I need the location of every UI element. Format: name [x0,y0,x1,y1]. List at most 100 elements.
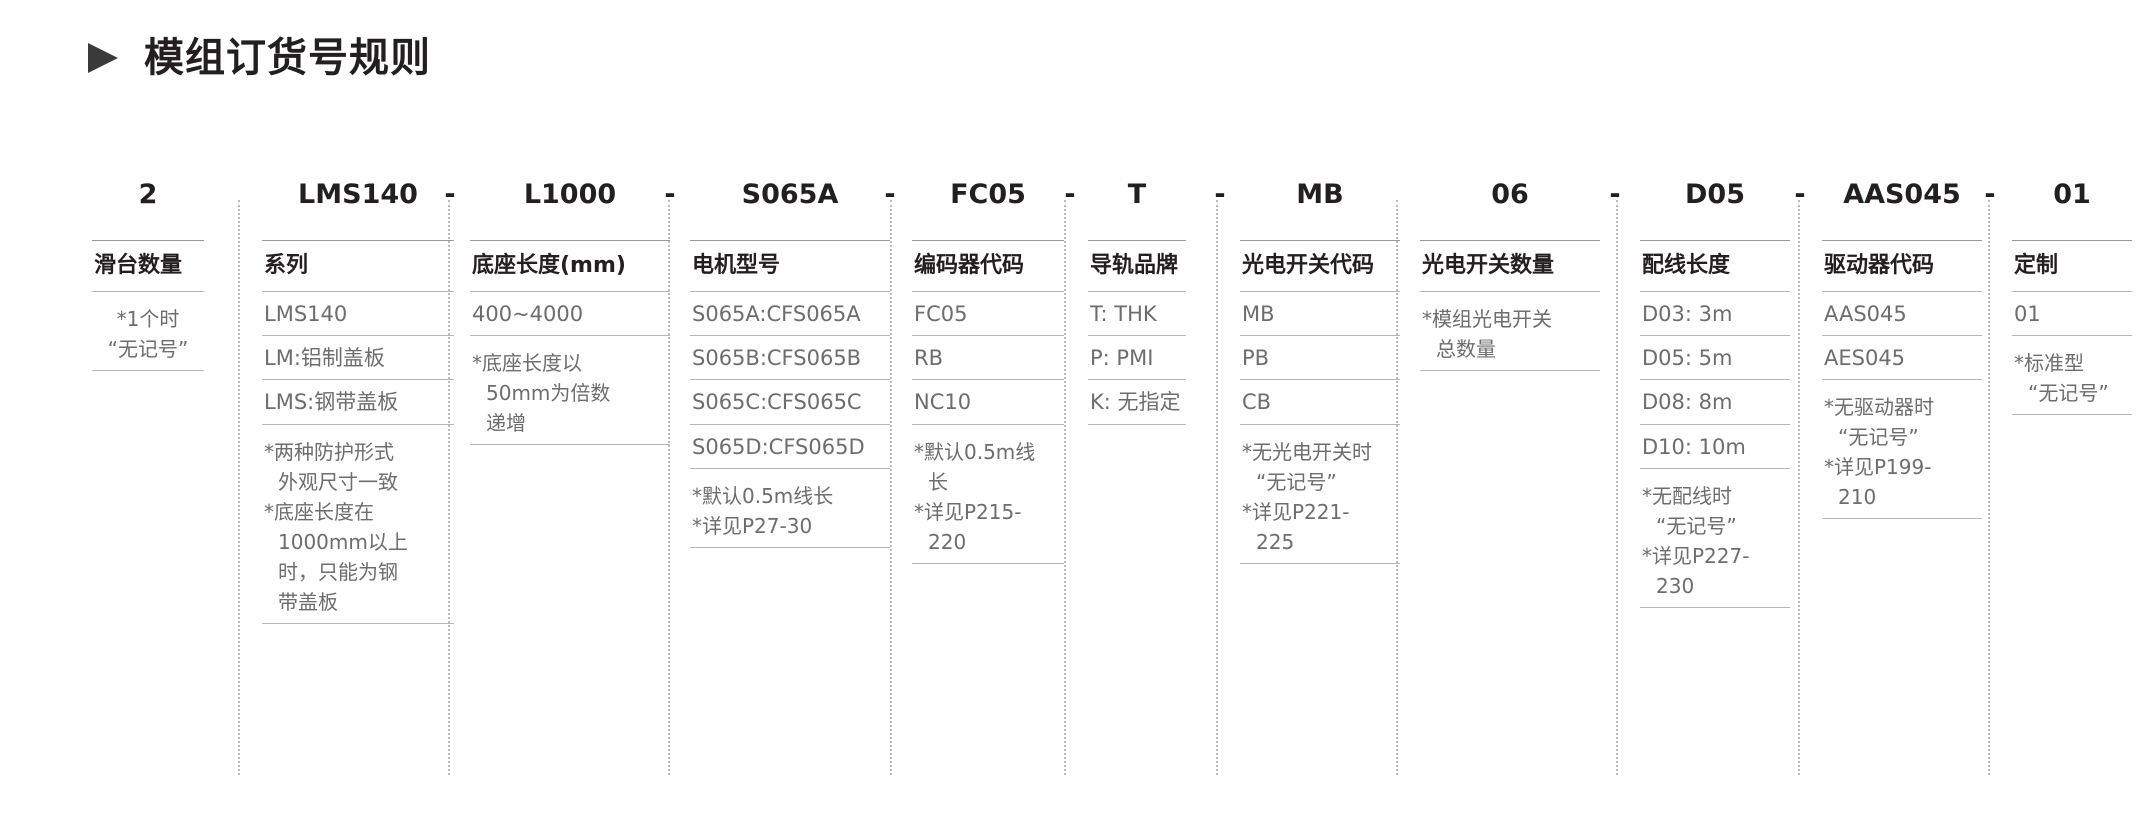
column-header-rule [262,291,454,293]
order-code-segment-7: MB [1296,179,1344,210]
option-rule [1640,467,1790,469]
column-notes: *默认0.5m线长 *详见P27-30 [690,469,890,547]
option-rule [1088,423,1186,425]
column-note-line: 50mm为倍数 [486,381,611,406]
column-header-rule [2012,291,2132,293]
option-rule [1640,423,1790,425]
column-top-rule [1640,240,1790,241]
column-bottom-rule [1640,606,1790,608]
column-note-line: “无记号” [1256,469,1337,494]
column-option[interactable]: S065A:CFS065A [692,302,861,327]
column-note-line: *详见P199- [1824,455,1932,480]
column-option[interactable]: LM:铝制盖板 [264,346,385,371]
spec-column-2: 系列 LMS140 LM:铝制盖板 LMS:钢带盖板 *两种防护形式 外观尺寸一致 *底座长… [262,240,454,624]
option-rule [912,335,1064,337]
column-header: 底座长度(mm) [472,253,626,278]
option-rule [690,467,890,469]
spec-column-5: 编码器代码 FC05 RB NC10 *默认0.5m线长 *详见P215- 220 [912,240,1064,564]
column-note-line: *模组光电开关 [1422,307,1552,332]
column-note-line: *无光电开关时 [1242,439,1372,464]
column-notes: *底座长度以 50mm为倍数 递增 [470,336,670,444]
column-notes: *标准型 “无记号” [2012,336,2132,414]
column-option[interactable]: AES045 [1824,346,1906,371]
column-bottom-rule [1240,562,1400,564]
column-notes: *无配线时 “无记号” *详见P227- 230 [1640,469,1790,607]
order-code-segment-8: 06 [1491,179,1529,210]
column-option[interactable]: S065B:CFS065B [692,346,862,371]
column-divider-8 [1616,200,1618,775]
option-rule [912,423,1064,425]
column-notes: *两种防护形式 外观尺寸一致 *底座长度在 1000mm以上 时，只能为钢 带盖板 [262,425,454,623]
column-note-line: *默认0.5m线 [914,439,1036,464]
column-option[interactable]: P: PMI [1090,346,1154,371]
column-option[interactable]: S065C:CFS065C [692,390,862,415]
column-header-rule [1822,291,1982,293]
column-header: 驱动器代码 [1824,253,1935,278]
column-bottom-rule [912,562,1064,564]
column-header-rule [470,291,670,293]
column-divider-2 [448,200,450,775]
column-header-rule [912,291,1064,293]
spec-column-4: 电机型号 S065A:CFS065A S065B:CFS065B S065C:CFS0… [690,240,890,548]
spec-column-7: 光电开关代码 MB PB CB *无光电开关时 “无记号” *详见P221- 225 [1240,240,1400,564]
column-option[interactable]: 400~4000 [472,302,584,327]
column-option[interactable]: PB [1242,346,1270,371]
column-bottom-rule [262,622,454,624]
order-code-separator-2: - [664,179,676,210]
column-notes: *1个时 “无记号” [92,292,204,370]
option-rule [690,335,890,337]
column-option[interactable]: NC10 [914,390,972,415]
column-option[interactable]: 01 [2014,302,2041,327]
spec-column-10: 驱动器代码 AAS045 AES045 *无驱动器时 “无记号” *详见P199- 210 [1822,240,1982,520]
column-option[interactable]: LMS:钢带盖板 [264,390,399,415]
column-divider-10 [1988,200,1990,775]
column-option[interactable]: D05: 5m [1642,346,1733,371]
column-option[interactable]: D10: 10m [1642,434,1746,459]
column-note-line: 长 [928,469,948,494]
column-header: 电机型号 [692,253,781,278]
column-note-line: 时，只能为钢 [278,559,398,584]
column-option[interactable]: RB [914,346,943,371]
column-option[interactable]: D03: 3m [1642,302,1733,327]
column-option[interactable]: D08: 8m [1642,390,1733,415]
column-top-rule [470,240,670,241]
column-note-line: 1000mm以上 [278,529,408,554]
column-note-line: *底座长度在 [264,499,374,524]
option-rule [912,379,1064,381]
spec-column-8: 光电开关数量 *模组光电开关 总数量 [1420,240,1600,372]
column-header: 导轨品牌 [1090,253,1179,278]
option-rule [1088,379,1186,381]
column-note-line: 外观尺寸一致 [278,469,398,494]
column-note-line: 220 [928,529,967,554]
option-rule [1088,335,1186,337]
column-option[interactable]: CB [1242,390,1272,415]
column-option[interactable]: T: THK [1090,302,1157,327]
order-code-separator-6: - [1609,179,1621,210]
column-option[interactable]: K: 无指定 [1090,390,1181,415]
spec-column-1: 滑台数量 *1个时 “无记号” [92,240,204,372]
column-notes: *模组光电开关 总数量 [1420,292,1600,370]
page-title-row: 模组订货号规则 [88,38,431,78]
column-option[interactable]: AAS045 [1824,302,1907,327]
column-option[interactable]: FC05 [914,302,968,327]
column-note-line: “无记号” [1656,513,1737,538]
spec-column-11: 定制 01 *标准型 “无记号” [2012,240,2132,416]
column-bottom-rule [690,546,890,548]
column-option[interactable]: S065D:CFS065D [692,434,865,459]
column-top-rule [2012,240,2132,241]
column-option[interactable]: MB [1242,302,1275,327]
column-notes: *默认0.5m线长 *详见P215- 220 [912,425,1064,563]
column-option[interactable]: LMS140 [264,302,348,327]
order-code-segment-5: FC05 [950,179,1026,210]
page-title: 模组订货号规则 [144,35,431,81]
column-header: 光电开关数量 [1422,253,1555,278]
column-divider-5 [1064,200,1066,775]
order-code-separator-8: - [1984,179,1996,210]
column-header-rule [1640,291,1790,293]
column-top-rule [1822,240,1982,241]
column-note-line: 230 [1656,573,1695,598]
column-note-line: *详见P27-30 [692,513,813,538]
column-top-rule [1088,240,1186,241]
order-code-segment-2: LMS140 [298,179,418,210]
option-rule [690,379,890,381]
